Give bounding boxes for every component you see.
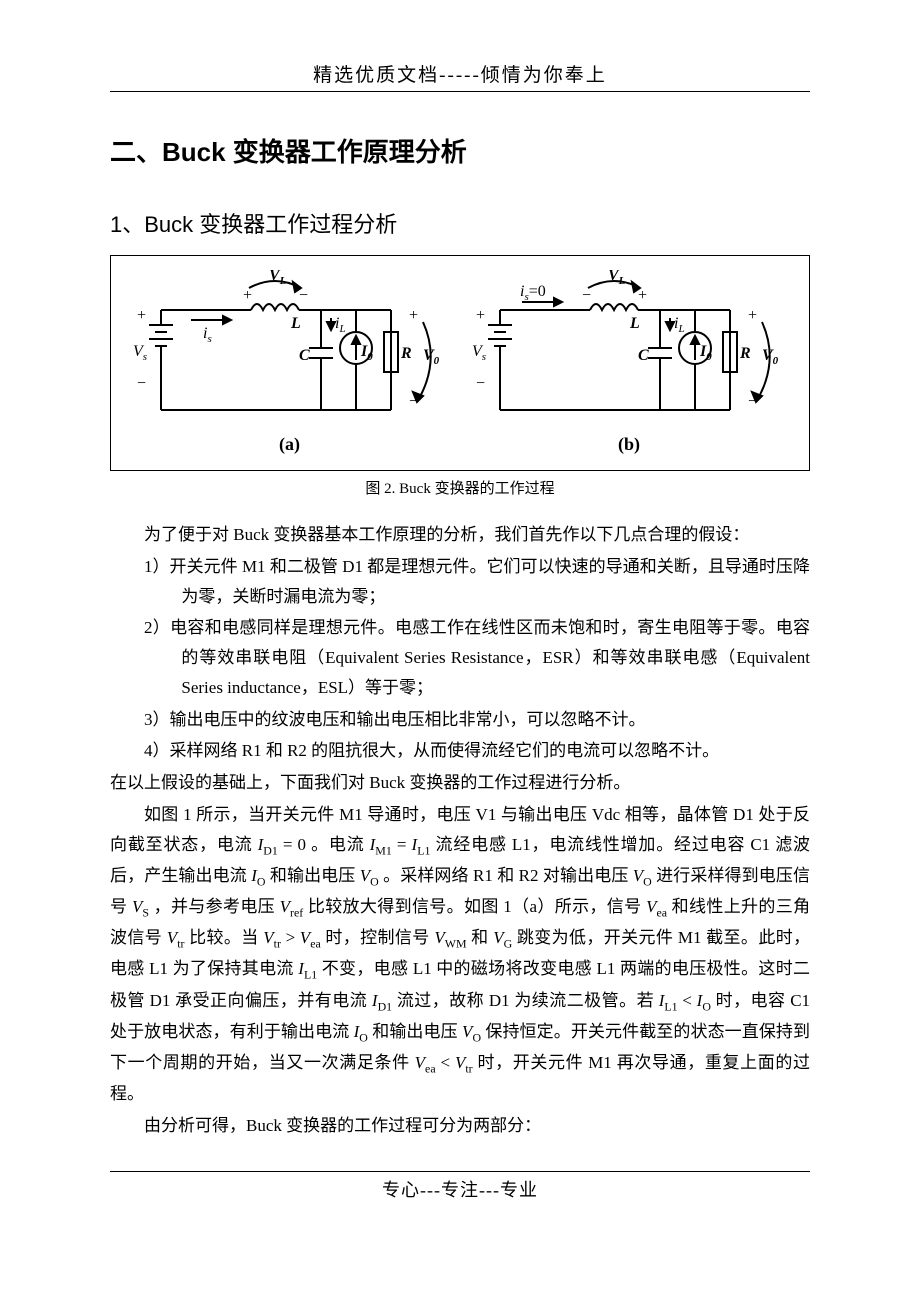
svg-text:R: R <box>400 345 412 362</box>
assumption-2: 2）电容和电感同样是理想元件。电感工作在线性区而未饱和时，寄生电阻等于零。电容的… <box>110 613 810 702</box>
page-footer: 专心---专注---专业 <box>110 1171 810 1202</box>
svg-text:Vs: Vs <box>472 343 486 363</box>
assumption-3: 3）输出电压中的纹波电压和输出电压相比非常小，可以忽略不计。 <box>110 705 810 735</box>
svg-text:+: + <box>243 287 252 304</box>
assumption-4: 4）采样网络 R1 和 R2 的阻抗很大，从而使得流经它们的电流可以忽略不计。 <box>110 736 810 766</box>
paragraph-conclusion: 由分析可得，Buck 变换器的工作过程可分为两部分： <box>110 1111 810 1141</box>
figure-row: Vs + − is VL + − L iL C I0 R V0 + − (a) <box>121 270 799 460</box>
svg-text:C: C <box>299 347 310 364</box>
svg-text:R: R <box>739 345 751 362</box>
svg-text:(a): (a) <box>279 434 300 455</box>
svg-text:−: − <box>299 287 308 304</box>
svg-text:is=0: is=0 <box>520 283 546 303</box>
svg-text:−: − <box>748 393 757 410</box>
text-run: ，并与参考电压 <box>154 897 275 916</box>
svg-text:VL: VL <box>608 270 626 287</box>
svg-text:+: + <box>476 307 485 324</box>
svg-text:iL: iL <box>674 315 685 335</box>
figure-container: Vs + − is VL + − L iL C I0 R V0 + − (a) <box>110 255 810 471</box>
svg-text:L: L <box>290 315 301 332</box>
svg-text:−: − <box>409 393 418 410</box>
svg-text:+: + <box>638 287 647 304</box>
text-run: 。采样网络 R1 和 R2 对输出电压 <box>383 866 628 885</box>
text-run: 和输出电压 <box>270 866 356 885</box>
assumption-1: 1）开关元件 M1 和二极管 D1 都是理想元件。它们可以快速的导通和关断，且导… <box>110 552 810 612</box>
text-run: 比较放大得到信号。如图 1（a）所示，信号 <box>308 897 642 916</box>
svg-text:is: is <box>203 325 212 345</box>
svg-text:−: − <box>582 287 591 304</box>
svg-text:L: L <box>629 315 640 332</box>
paragraph-intro: 为了便于对 Buck 变换器基本工作原理的分析，我们首先作以下几点合理的假设： <box>110 520 810 550</box>
svg-text:+: + <box>748 307 757 324</box>
text-run: 和输出电压 <box>372 1022 457 1041</box>
svg-text:VL: VL <box>269 270 287 287</box>
text-run: 和 <box>471 928 488 947</box>
svg-text:+: + <box>137 307 146 324</box>
paragraph-basis: 在以上假设的基础上，下面我们对 Buck 变换器的工作过程进行分析。 <box>110 768 810 798</box>
text-run: 流过，故称 D1 为续流二极管。若 <box>397 991 654 1010</box>
subsection-title: 1、Buck 变换器工作过程分析 <box>110 207 810 239</box>
figure-caption: 图 2. Buck 变换器的工作过程 <box>110 477 810 498</box>
svg-text:(b): (b) <box>618 434 640 455</box>
circuit-a: Vs + − is VL + − L iL C I0 R V0 + − (a) <box>131 270 451 460</box>
section-title: 二、Buck 变换器工作原理分析 <box>110 132 810 169</box>
text-run: 时，控制信号 <box>325 928 429 947</box>
page-header: 精选优质文档-----倾情为你奉上 <box>110 60 810 92</box>
svg-text:iL: iL <box>335 315 346 335</box>
text-run: 比较。当 <box>189 928 259 947</box>
svg-text:−: − <box>476 375 485 392</box>
svg-text:C: C <box>638 347 649 364</box>
svg-text:−: − <box>137 375 146 392</box>
circuit-b: Vs + − is=0 VL − + L iL C I0 R V0 + − (b… <box>470 270 790 460</box>
text-run: 。电流 <box>311 835 364 854</box>
paragraph-analysis: 如图 1 所示，当开关元件 M1 导通时，电压 V1 与输出电压 Vdc 相等，… <box>110 800 810 1109</box>
svg-text:Vs: Vs <box>133 343 147 363</box>
svg-text:+: + <box>409 307 418 324</box>
